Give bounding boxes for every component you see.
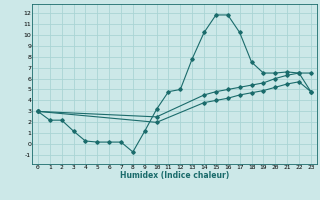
X-axis label: Humidex (Indice chaleur): Humidex (Indice chaleur) [120, 171, 229, 180]
